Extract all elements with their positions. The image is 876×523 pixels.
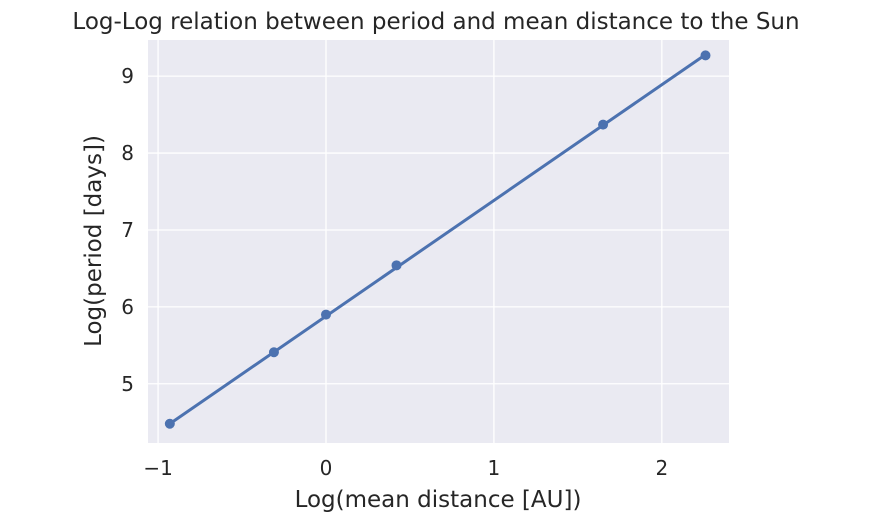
series-layer	[164, 50, 711, 429]
x-tick-label: 0	[320, 456, 333, 480]
data-point	[598, 119, 609, 130]
x-tick-label: −1	[143, 456, 172, 480]
data-point	[391, 260, 402, 271]
x-axis-ticks: −1 0 1 2	[143, 456, 668, 480]
y-tick-label: 7	[121, 218, 134, 242]
plot-area	[148, 40, 729, 443]
y-tick-label: 5	[121, 372, 134, 396]
data-point	[268, 347, 279, 358]
data-point	[700, 50, 711, 61]
chart-title: Log-Log relation between period and mean…	[72, 9, 799, 35]
y-tick-label: 9	[121, 64, 134, 88]
y-axis-ticks: 5 6 7 8 9	[121, 64, 134, 396]
x-axis-label: Log(mean distance [AU])	[295, 487, 582, 513]
y-axis-label: Log(period [days])	[81, 135, 107, 347]
grid-lines	[148, 40, 729, 443]
data-point	[164, 418, 175, 429]
fit-line	[168, 53, 707, 426]
data-point	[320, 309, 331, 320]
y-tick-label: 8	[121, 141, 134, 165]
y-tick-label: 6	[121, 295, 134, 319]
x-tick-label: 1	[488, 456, 501, 480]
x-tick-label: 2	[655, 456, 668, 480]
